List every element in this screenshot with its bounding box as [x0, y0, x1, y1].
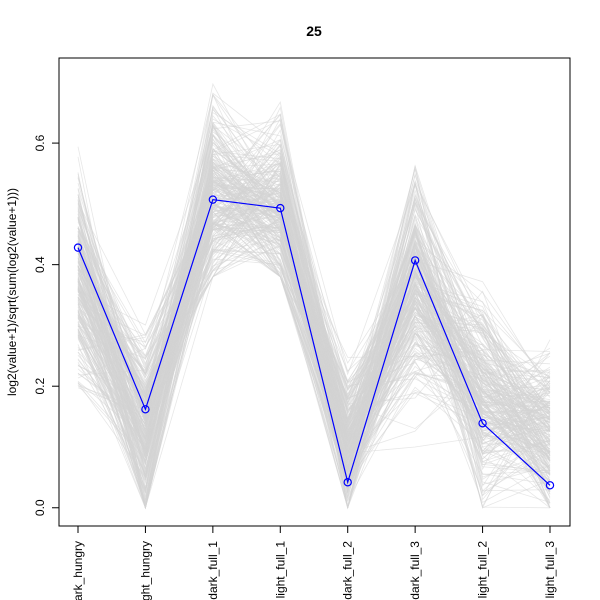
x-tick-label: dark_full_3 — [408, 541, 422, 600]
series-point — [478, 419, 487, 428]
y-axis-label: log2(value+1)/sqrt(sum(log2(value+1))) — [5, 188, 19, 396]
x-tick-label: ght_hungry — [138, 541, 152, 600]
y-axis: 0.0 0.2 0.4 0.6 — [33, 134, 60, 516]
series-line — [77, 198, 551, 486]
background-series-line — [77, 187, 551, 478]
x-tick-label: dark_full_2 — [341, 541, 355, 600]
x-tick-label: dark_full_1 — [206, 541, 220, 600]
y-tick-label: 0.2 — [33, 378, 47, 395]
background-series-line — [77, 146, 551, 482]
background-series-line — [77, 187, 551, 444]
y-tick-label: 0.6 — [33, 134, 47, 151]
background-series-line — [77, 245, 551, 500]
x-tick-label: light_full_1 — [273, 541, 287, 599]
y-tick-label: 0.0 — [33, 499, 47, 516]
x-tick-label: ark_hungry — [71, 541, 85, 600]
background-series-line — [77, 181, 551, 481]
x-tick-label: light_full_3 — [543, 541, 557, 599]
background-series-group — [77, 82, 551, 510]
background-series-line — [77, 161, 551, 508]
series-point — [276, 203, 285, 213]
chart-title: 25 — [306, 23, 322, 39]
series-point — [73, 243, 83, 252]
series-point — [343, 478, 352, 487]
background-series-line — [77, 170, 551, 471]
series-point — [141, 405, 150, 414]
background-series-line — [77, 174, 551, 499]
x-axis: ark_hungry ght_hungry dark_full_1 light_ful… — [71, 525, 557, 600]
series-point — [208, 195, 218, 204]
background-series-line — [77, 117, 551, 475]
background-series-line — [77, 221, 551, 478]
background-series-line — [77, 211, 551, 396]
highlighted-series-group — [73, 195, 555, 490]
series-point — [545, 481, 555, 490]
series-point — [410, 256, 420, 265]
background-series-line — [77, 177, 551, 430]
background-series-line — [77, 201, 551, 498]
background-series-line — [77, 172, 551, 455]
background-series-line — [77, 168, 551, 506]
x-tick-label: light_full_2 — [476, 541, 490, 599]
background-series-line — [77, 122, 551, 508]
y-tick-label: 0.4 — [33, 256, 47, 273]
background-series-line — [77, 122, 551, 417]
background-series-line — [77, 133, 551, 494]
